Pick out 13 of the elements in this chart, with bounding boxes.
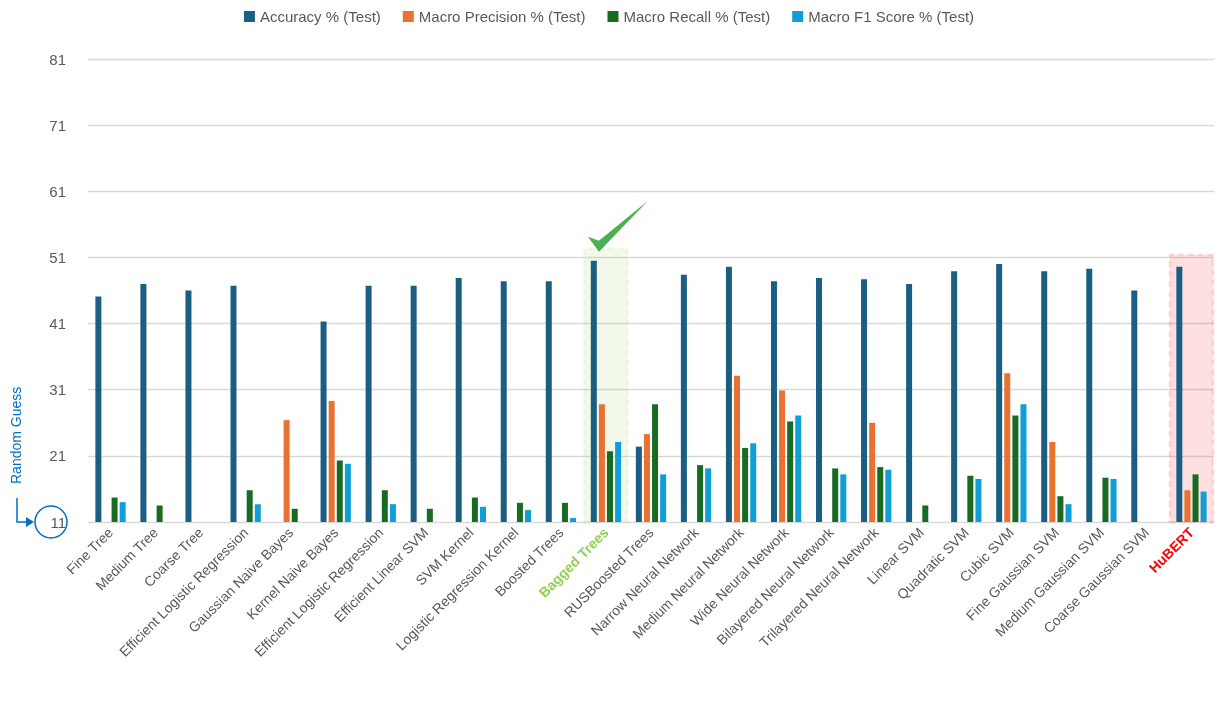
y-tick-label: 31 [49,381,66,399]
legend-label: Macro Precision % (Test) [418,8,586,25]
legend-label: Macro F1 Score % (Test) [808,8,975,25]
y-tick-label: 81 [49,50,66,68]
legend-label: Accuracy % (Test) [259,8,381,25]
y-tick-label: 61 [49,182,66,200]
y-tick-label: 21 [49,447,66,465]
y-tick-label: 51 [49,248,66,266]
y-tick-label: 71 [49,116,66,134]
text: Random Guess [8,386,24,484]
legend-label: Macro Recall % (Test) [623,8,771,25]
y-tick-label: 41 [49,315,66,333]
y-tick-label: 11 [50,513,66,531]
